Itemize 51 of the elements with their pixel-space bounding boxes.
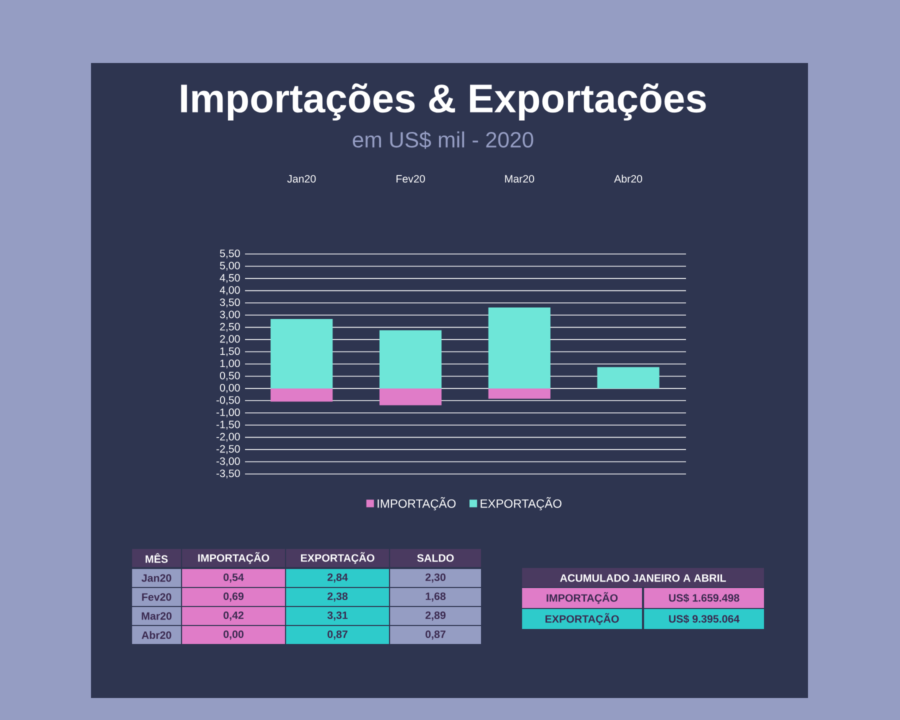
x-tick-label: Abr20 (614, 174, 642, 183)
category-label: Abr20 (142, 631, 172, 639)
y-tick-label: 4,50 (220, 274, 240, 283)
text: 0,54 (224, 573, 244, 583)
text: IMPORTAÇÃO (546, 592, 618, 604)
x-tick-label: Fev20 (396, 175, 425, 183)
text: US$ 9.395.064 (669, 614, 740, 624)
category-label: Mar20 (142, 612, 172, 620)
text: US$ 1.659.498 (669, 594, 740, 602)
y-tick-label: 2,00 (220, 335, 240, 344)
text: IMPORTAÇÃO (198, 552, 270, 564)
y-tick-label: -2,00 (216, 432, 240, 442)
y-tick-label: 1,50 (220, 347, 240, 356)
y-tick-label: -1,00 (216, 408, 240, 418)
y-tick-label: -1,50 (216, 420, 240, 430)
text: 2,89 (426, 611, 446, 621)
y-tick-label: 3,50 (220, 298, 240, 308)
category-label: Jan20 (142, 574, 172, 582)
y-tick-label: 4,00 (220, 286, 240, 296)
y-tick-label: 2,50 (220, 322, 240, 332)
text: EXPORTAÇÃO (546, 613, 619, 625)
y-tick-label: 5,50 (220, 250, 240, 258)
x-tick-label: Mar20 (505, 175, 534, 183)
y-tick-label: 0,50 (220, 372, 240, 381)
text: 0,42 (224, 611, 244, 621)
text: 2,84 (328, 573, 348, 583)
text: 0,87 (426, 630, 446, 640)
legend-label: IMPORTAÇÃO (378, 497, 456, 510)
legend-label: EXPORTAÇÃO (480, 497, 562, 510)
y-tick-label: -3,50 (216, 470, 240, 478)
text: 3,31 (327, 611, 348, 621)
y-tick-label: 0,00 (220, 384, 240, 393)
y-tick-label: 5,00 (220, 262, 240, 271)
y-tick-label: -0,50 (216, 396, 240, 406)
text: 1,68 (426, 592, 446, 602)
text: 0,69 (224, 592, 244, 602)
text: EXPORTAÇÃO (301, 552, 374, 564)
text: MÊS (146, 553, 168, 563)
y-tick-label: 3,00 (220, 310, 240, 320)
text: 2,30 (426, 573, 446, 583)
chart-title: Importações & Exportações (181, 83, 706, 121)
category-label: Fev20 (142, 593, 172, 601)
y-tick-label: 1,00 (220, 360, 240, 368)
y-tick-label: -3,00 (216, 457, 240, 466)
x-tick-label: Jan20 (287, 175, 316, 183)
text: 2,38 (328, 592, 348, 602)
y-tick-label: -2,50 (216, 445, 240, 454)
text: ACUMULADO JANEIRO A ABRIL (560, 574, 726, 582)
chart-subtitle: em US$ mil - 2020 (352, 131, 534, 149)
text: SALDO (417, 554, 454, 562)
text: 0,87 (328, 630, 348, 640)
